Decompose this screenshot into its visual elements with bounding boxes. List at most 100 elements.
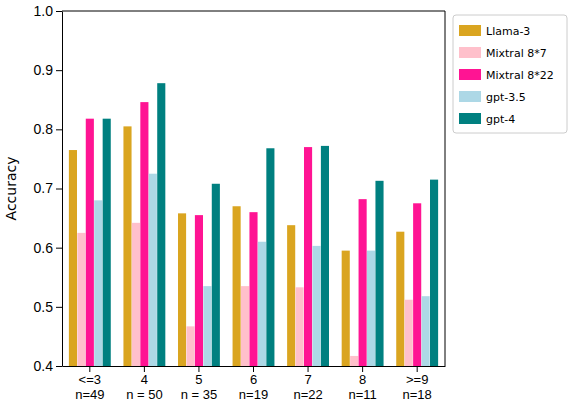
legend-label: Mixtral 8*22 (486, 69, 554, 82)
legend-swatch (459, 113, 481, 124)
x-tick-label: 7n=22 (293, 372, 322, 402)
bar (195, 215, 203, 366)
bar (296, 287, 304, 366)
y-tick: 0.8 (34, 121, 62, 137)
bar-series (69, 126, 404, 366)
bar-series (86, 102, 421, 366)
bar (375, 181, 383, 366)
x-tick-mark (417, 366, 418, 372)
bar-series (94, 174, 429, 366)
x-tick-label-line: <=3 (79, 372, 101, 387)
y-tick: 0.4 (34, 358, 62, 374)
frame-top (62, 11, 445, 12)
legend-swatch (459, 69, 481, 80)
bar (321, 146, 329, 366)
x-tick-label-line: 5 (195, 372, 202, 387)
legend: Llama-3Mixtral 8*7Mixtral 8*22gpt-3.5gpt… (453, 15, 567, 133)
bar (86, 119, 94, 366)
x-tick-label-line: 6 (250, 372, 257, 387)
y-tick: 0.5 (34, 299, 62, 315)
x-tick-label-line: 4 (141, 372, 148, 387)
x-tick-label-line: n=11 (348, 387, 376, 402)
legend-label: gpt-3.5 (486, 91, 526, 104)
x-tick-label-line: 8 (359, 372, 366, 387)
y-tick-label: 0.7 (34, 180, 54, 196)
bar (422, 296, 430, 366)
bar (186, 326, 194, 366)
x-tick: 8n=11 (348, 366, 376, 402)
x-tick-label-line: n=19 (239, 387, 268, 402)
bars (69, 83, 438, 366)
x-tick-mark (198, 366, 199, 372)
y-tick-mark (56, 70, 62, 71)
y-tick-label: 0.9 (34, 62, 54, 78)
bar (69, 150, 77, 366)
bar (287, 225, 295, 366)
x-tick-label-line: n = 50 (126, 387, 163, 402)
y-tick: 0.9 (34, 62, 62, 78)
y-tick-label: 0.5 (34, 299, 54, 315)
y-tick-mark (56, 11, 62, 12)
bar (359, 199, 367, 366)
y-tick-mark (56, 366, 62, 367)
chart: 0.40.50.60.70.80.91.0<=3n=494n = 505n = … (0, 0, 570, 410)
frame-right (445, 11, 446, 366)
y-tick-mark (56, 248, 62, 249)
y-tick: 0.7 (34, 180, 62, 196)
x-tick-mark (89, 366, 90, 372)
bar (430, 180, 438, 366)
legend-label: Llama-3 (486, 25, 530, 38)
bar (342, 251, 350, 366)
bar (157, 83, 165, 366)
bar (304, 147, 312, 366)
y-tick-label: 0.6 (34, 240, 54, 256)
x-tick-label: 4n = 50 (126, 372, 163, 402)
x-tick-label: <=3n=49 (75, 372, 104, 402)
x-tick-label: 5n = 35 (181, 372, 218, 402)
x-tick: <=3n=49 (75, 366, 104, 402)
x-tick-label-line: n=22 (293, 387, 322, 402)
legend-box (453, 15, 567, 133)
y-axis: 0.4 0.5 0.6 0.7 0.8 0.9 1.0 (34, 3, 63, 374)
bar (350, 356, 358, 366)
x-tick-label: 6n=19 (239, 372, 268, 402)
x-tick-label: >=9n=18 (403, 372, 432, 402)
bar (413, 203, 421, 366)
bar (132, 223, 140, 366)
bar (94, 200, 102, 366)
x-tick-label-line: n=18 (403, 387, 432, 402)
x-tick-mark (144, 366, 145, 372)
bar-series (103, 83, 438, 366)
x-tick: 6n=19 (239, 366, 268, 402)
bar (266, 148, 274, 366)
y-tick-mark (56, 189, 62, 190)
x-tick-label-line: 7 (304, 372, 311, 387)
bar (149, 174, 157, 366)
bar (258, 242, 266, 366)
bar (123, 126, 131, 366)
bar (203, 286, 211, 366)
bar (140, 102, 148, 366)
bar (249, 212, 257, 366)
x-tick: 4n = 50 (126, 366, 163, 402)
x-tick-mark (253, 366, 254, 372)
legend-label: gpt-4 (486, 113, 515, 126)
y-tick: 1.0 (34, 3, 62, 19)
x-axis: <=3n=494n = 505n = 356n=197n=228n=11>=9n… (63, 366, 446, 402)
bar (103, 119, 111, 366)
x-tick-label-line: >=9 (406, 372, 428, 387)
legend-swatch (459, 47, 481, 58)
y-tick-label: 0.4 (34, 358, 54, 374)
x-tick: 5n = 35 (181, 366, 218, 402)
y-tick-label: 1.0 (34, 3, 54, 19)
x-tick: >=9n=18 (403, 366, 432, 402)
plot: 0.40.50.60.70.80.91.0<=3n=494n = 505n = … (34, 3, 446, 402)
bar (77, 233, 85, 366)
bar (405, 300, 413, 366)
x-tick-mark (308, 366, 309, 372)
x-tick-label: 8n=11 (348, 372, 376, 402)
x-tick: 7n=22 (293, 366, 322, 402)
bar (212, 184, 220, 366)
y-tick-mark (56, 129, 62, 130)
x-tick-label-line: n = 35 (181, 387, 218, 402)
